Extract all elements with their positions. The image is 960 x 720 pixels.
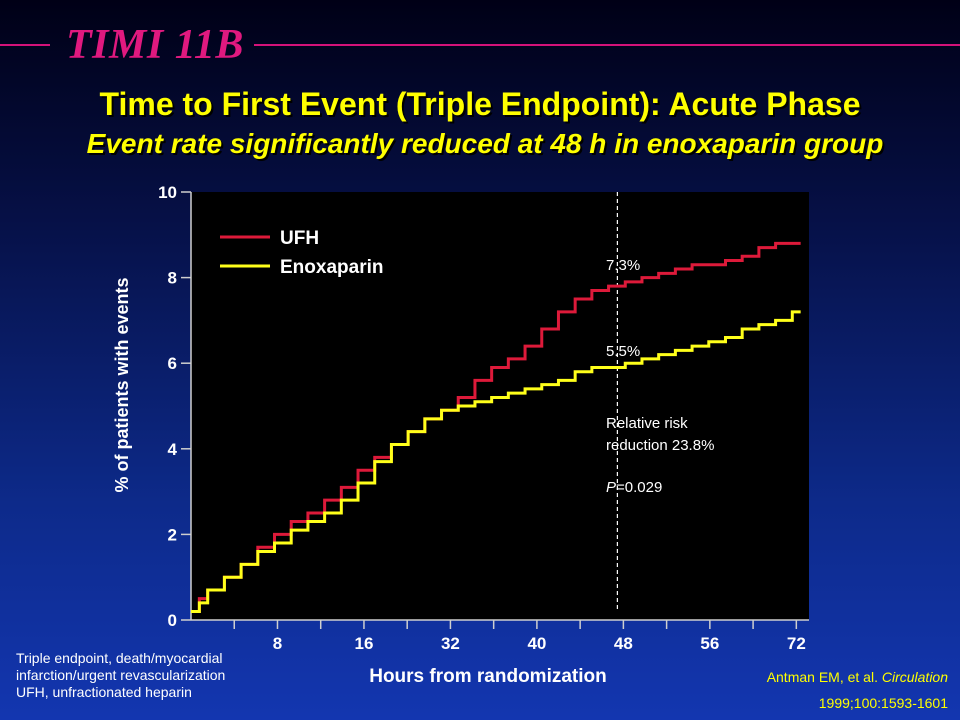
citation-reference: 1999;100:1593-1601 — [818, 695, 948, 711]
series-line-ufh — [191, 241, 801, 613]
annotation-enoxaparin-rate: 5.5% — [606, 343, 640, 360]
y-tick-label: 10 — [158, 183, 177, 202]
legend: UFH Enoxaparin — [220, 228, 383, 278]
x-tick-label: 72 — [787, 634, 806, 653]
footnote-line: Triple endpoint, death/myocardial — [16, 650, 223, 666]
trial-name: TIMI 11B — [66, 22, 244, 68]
series-line-enoxaparin — [191, 310, 801, 613]
citation-journal: Circulation — [881, 669, 948, 685]
p-symbol: P — [606, 479, 616, 496]
citation-authors: Antman EM, et al. — [766, 669, 878, 685]
x-axis-ticks: 8 16 32 40 48 56 72 — [233, 620, 806, 653]
x-tick-label: 56 — [700, 634, 719, 653]
annotations: 7.3% 5.5% Relative risk reduction 23.8% … — [606, 257, 714, 496]
y-tick-label: 6 — [168, 354, 177, 373]
y-axis-ticks: 0 2 4 6 8 10 — [158, 183, 191, 630]
annotation-rrr-line2: reduction 23.8% — [606, 437, 714, 454]
slide-title: Time to First Event (Triple Endpoint): A… — [99, 86, 861, 122]
legend-label-ufh: UFH — [280, 228, 319, 249]
x-tick-label: 8 — [273, 634, 282, 653]
citation-source: Antman EM, et al. Circulation — [767, 669, 948, 685]
y-tick-label: 0 — [168, 611, 177, 630]
p-number: =0.029 — [616, 479, 662, 496]
y-axis-label: % of patients with events — [112, 277, 132, 492]
y-tick-label: 4 — [168, 440, 178, 459]
header-rule-right — [254, 44, 960, 46]
x-tick-label: 16 — [354, 634, 373, 653]
annotation-rrr-line1: Relative risk — [606, 415, 688, 432]
header-rule-left — [0, 44, 50, 46]
footnotes: Triple endpoint, death/myocardial infarc… — [16, 650, 225, 701]
y-tick-label: 2 — [168, 525, 177, 544]
x-axis-label: Hours from randomization — [369, 666, 607, 687]
x-tick-label: 40 — [527, 634, 546, 653]
y-tick-label: 8 — [168, 269, 177, 288]
annotation-p-value: P=0.029 — [606, 479, 662, 496]
annotation-ufh-rate: 7.3% — [606, 257, 640, 274]
legend-label-enoxaparin: Enoxaparin — [280, 257, 383, 278]
footnote-line: infarction/urgent revascularization — [16, 667, 226, 683]
x-tick-label: 32 — [441, 634, 460, 653]
x-tick-label: 48 — [614, 634, 633, 653]
footnote-line: UFH, unfractionated heparin — [16, 684, 192, 700]
slide-subtitle: Event rate significantly reduced at 48 h… — [86, 128, 884, 159]
